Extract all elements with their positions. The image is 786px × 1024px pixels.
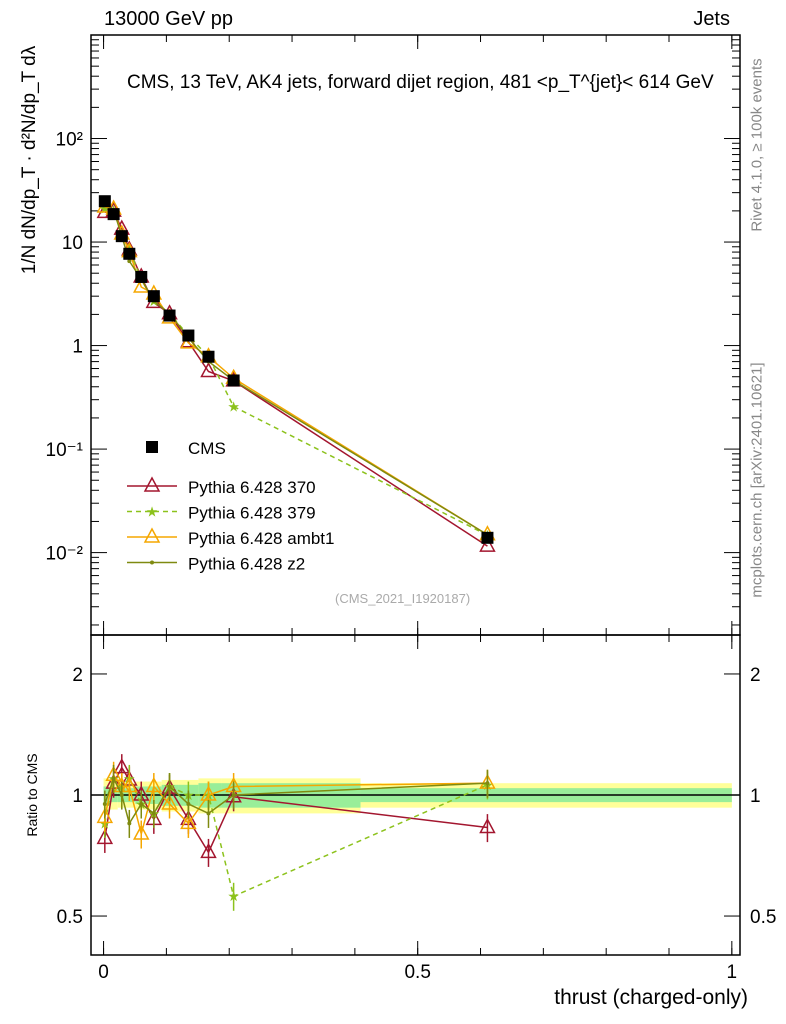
ratio-marker: ★ — [227, 888, 240, 904]
ratio-marker — [139, 801, 144, 806]
ratio-marker — [111, 776, 116, 781]
ratio-marker — [206, 811, 211, 816]
y-tick-label: 10⁻¹ — [46, 440, 84, 461]
x-tick-label: 0 — [98, 962, 109, 983]
cms-data-point — [227, 374, 240, 387]
ratio-marker — [127, 821, 132, 826]
ratio-y-tick-label-right: 1 — [750, 786, 761, 807]
cms-data-point — [107, 208, 120, 221]
ratio-y-tick-label: 1 — [72, 786, 83, 807]
ratio-marker — [186, 801, 191, 806]
data-marker: ★ — [227, 399, 240, 415]
x-axis-label: thrust (charged-only) — [554, 986, 748, 1009]
cms-data-point — [147, 290, 160, 303]
legend-marker — [150, 560, 154, 565]
data-marker — [479, 536, 496, 552]
ratio-marker — [479, 817, 496, 834]
data-marker — [127, 259, 132, 264]
cms-data-point — [481, 531, 494, 544]
legend-label-cms: CMS — [188, 439, 226, 458]
cms-data-point — [163, 309, 176, 322]
ratio-y-tick-label: 0.5 — [57, 907, 83, 928]
ratio-marker — [485, 781, 490, 786]
y-tick-label: 1 — [72, 337, 83, 358]
legend-label: Pythia 6.428 z2 — [188, 555, 305, 574]
ratio-marker — [96, 807, 114, 824]
header-left: 13000 GeV pp — [104, 8, 233, 30]
x-tick-label: 0.5 — [404, 962, 430, 983]
legend-marker: ★ — [146, 504, 159, 520]
legend-label: Pythia 6.428 ambt1 — [188, 529, 334, 548]
ratio-marker — [133, 824, 150, 840]
legend-label: Pythia 6.428 370 — [188, 478, 316, 497]
y-tick-label: 10² — [56, 130, 83, 151]
legend-marker-cms — [146, 441, 158, 453]
watermark: (CMS_2021_I1920187) — [335, 591, 471, 606]
cms-data-point — [135, 270, 148, 283]
ratio-marker — [119, 793, 124, 797]
ratio-marker — [231, 793, 236, 797]
cms-data-point — [115, 230, 128, 243]
cms-data-point — [123, 247, 136, 260]
ratio-marker — [102, 801, 107, 806]
data-marker — [200, 361, 217, 378]
legend-marker — [143, 527, 161, 543]
ratio-y-tick-label-right: 0.5 — [750, 907, 776, 928]
ratio-marker — [167, 784, 172, 789]
ratio-marker — [113, 758, 131, 774]
ratio-marker — [121, 776, 138, 793]
legend-label: Pythia 6.428 379 — [188, 504, 316, 523]
legend-marker — [143, 476, 161, 492]
cms-data-point — [182, 329, 195, 342]
ratio-marker — [96, 828, 114, 845]
ratio-y-tick-label-right: 2 — [750, 665, 761, 686]
header-right: Jets — [693, 8, 730, 30]
ratio-marker — [180, 813, 197, 830]
x-tick-label: 1 — [727, 962, 738, 983]
ratio-marker — [145, 776, 163, 793]
plot-title: CMS, 13 TeV, AK4 jets, forward dijet reg… — [127, 72, 714, 93]
cms-data-point — [202, 350, 215, 363]
cms-data-point — [98, 195, 111, 208]
ratio-y-tick-label: 2 — [72, 665, 83, 686]
ratio-marker — [151, 811, 156, 816]
y-tick-label: 10⁻² — [46, 544, 84, 565]
ratio-marker — [200, 842, 217, 859]
ratio-marker — [161, 794, 178, 810]
y-tick-label: 10 — [62, 233, 83, 254]
